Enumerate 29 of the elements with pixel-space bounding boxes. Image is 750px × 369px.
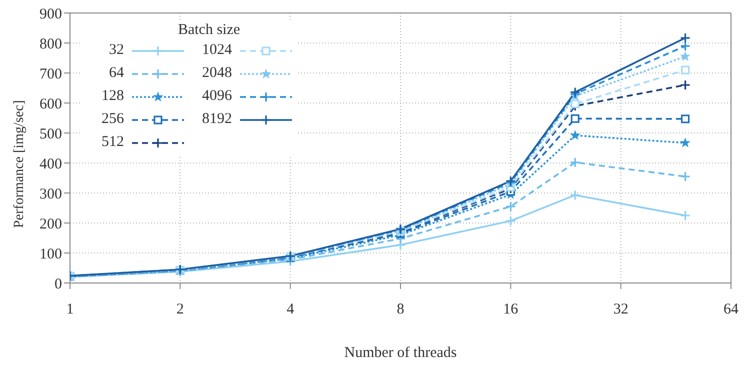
y-tick-label: 800 xyxy=(40,36,62,52)
y-tick-label: 700 xyxy=(40,66,62,82)
x-tick-label: 8 xyxy=(396,302,404,318)
x-tick-label: 16 xyxy=(503,302,519,318)
x-tick-label: 64 xyxy=(724,302,739,318)
y-tick-label: 500 xyxy=(40,126,62,142)
legend-label: 1024 xyxy=(201,42,232,59)
y-tick-label: 100 xyxy=(40,246,62,262)
legend-title: Batch size xyxy=(176,22,242,39)
legend-label: 4096 xyxy=(201,88,232,105)
x-tick-label: 2 xyxy=(176,302,184,318)
legend-label: 2048 xyxy=(201,65,232,82)
y-tick-label: 300 xyxy=(40,186,62,202)
legend-label: 32 xyxy=(108,42,124,59)
x-tick-label: 4 xyxy=(286,302,295,318)
y-axis-title: Performance [img/sec] xyxy=(12,100,27,228)
legend-label: 128 xyxy=(100,88,124,105)
legend-label: 8192 xyxy=(201,111,232,128)
legend-label: 256 xyxy=(100,111,124,128)
y-tick-label: 900 xyxy=(40,6,62,22)
y-tick-label: 600 xyxy=(40,96,62,112)
y-tick-label: 200 xyxy=(40,216,62,232)
legend-label: 64 xyxy=(108,65,124,82)
x-axis-title: Number of threads xyxy=(344,345,457,361)
y-tick-label: 0 xyxy=(54,276,62,292)
x-tick-label: 32 xyxy=(613,302,628,318)
y-tick-label: 400 xyxy=(40,156,62,172)
x-tick-label: 1 xyxy=(66,302,74,318)
legend-label: 512 xyxy=(100,134,124,151)
